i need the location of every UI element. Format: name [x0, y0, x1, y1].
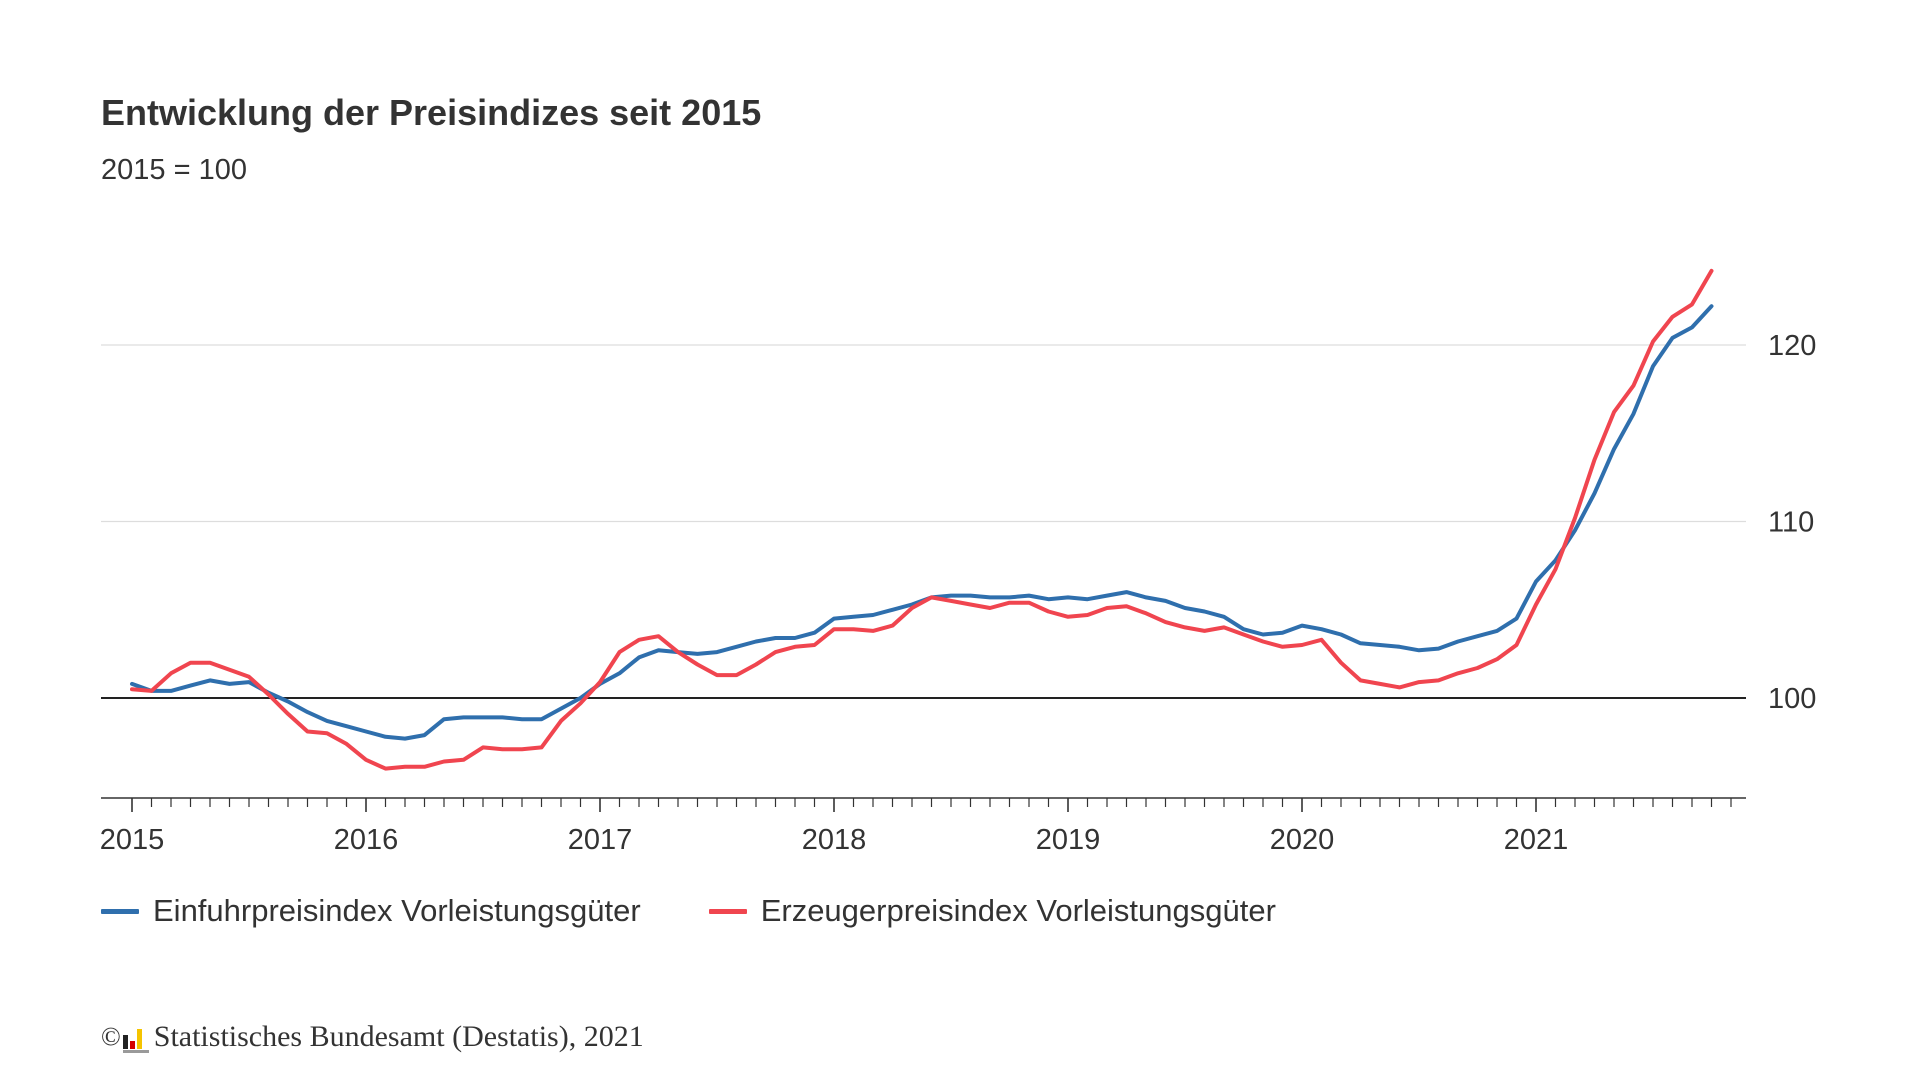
x-axis: 2015 2016 2017 2018 2019 2020 2021 [100, 697, 1746, 856]
x-tick-label-2016: 2016 [334, 824, 399, 856]
chart-title: Entwicklung der Preisindizes seit 2015 [101, 92, 762, 133]
legend-label-einfuhr: Einfuhrpreisindex Vorleistungsgüter [153, 893, 641, 928]
source-note: © Statistisches Bundesamt (Destatis), 20… [101, 1020, 644, 1054]
legend-swatch-erzeuger [708, 908, 747, 914]
legend-swatch-einfuhr [101, 908, 139, 914]
y-tick-label-100: 100 [1768, 683, 1816, 715]
x-tick-label-2019: 2019 [1036, 824, 1101, 856]
copyright-symbol: © [101, 1022, 121, 1051]
legend-item-einfuhr[interactable]: Einfuhrpreisindex Vorleistungsgüter [101, 893, 641, 929]
chart-legend: Einfuhrpreisindex Vorleistungsgüter Erze… [101, 893, 1344, 929]
series-lines [130, 268, 1714, 771]
x-tick-label-2018: 2018 [802, 824, 867, 856]
grid-lines [101, 344, 1746, 523]
y-tick-label-110: 110 [1768, 507, 1814, 539]
chart-subtitle: 2015 = 100 [101, 154, 247, 186]
legend-label-erzeuger: Erzeugerpreisindex Vorleistungsgüter [760, 893, 1276, 928]
series-line-einfuhrpreisindex[interactable] [130, 304, 1714, 741]
x-tick-label-2021: 2021 [1504, 824, 1569, 856]
x-tick-label-2017: 2017 [568, 824, 633, 856]
legend-item-erzeuger[interactable]: Erzeugerpreisindex Vorleistungsgüter [708, 893, 1276, 929]
source-text[interactable]: Statistisches Bundesamt (Destatis), 2021 [153, 1020, 644, 1053]
series-line-erzeugerpreisindex[interactable] [130, 268, 1714, 771]
y-axis-labels: 100 110 120 [1768, 330, 1816, 715]
x-tick-label-2020: 2020 [1270, 824, 1335, 856]
destatis-logo-icon [122, 1025, 149, 1053]
x-tick-label-2015: 2015 [100, 824, 165, 856]
y-tick-label-120: 120 [1768, 330, 1816, 362]
